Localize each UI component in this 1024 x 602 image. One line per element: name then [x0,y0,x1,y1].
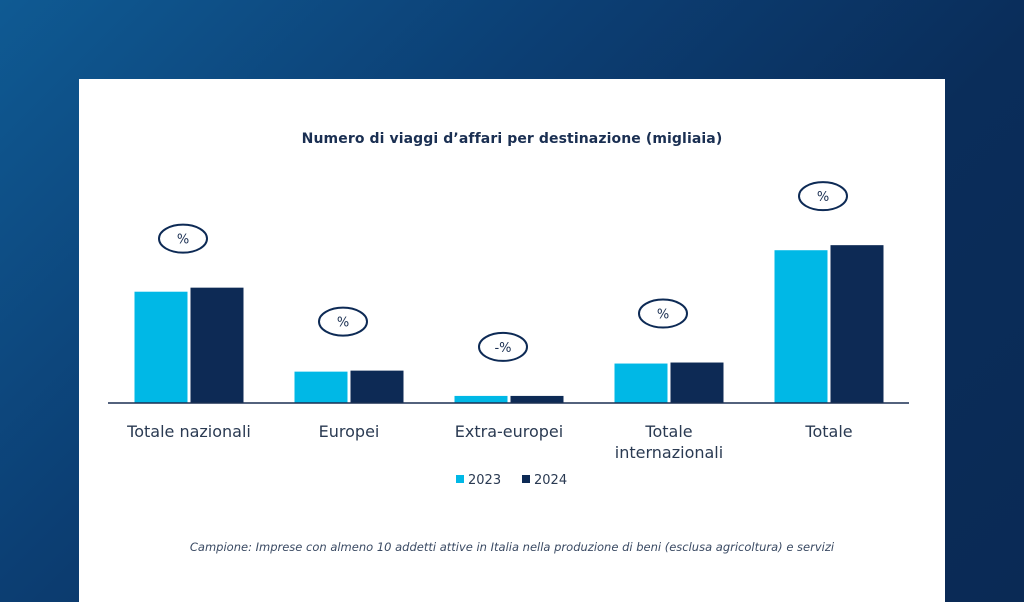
badge-outline [638,298,688,329]
bar-2024-5 [830,245,884,403]
badge-label: % [177,233,189,248]
category-label-4: Totale internazionali [615,422,723,462]
bar-2024-3 [510,395,564,403]
bar-2023-3 [454,395,508,403]
change-badge-4: % [638,298,688,329]
badge-label: % [337,316,349,331]
badge-outline [798,181,848,212]
legend-item-2024: 2024 [522,473,567,488]
badge-outline [478,331,528,362]
change-badge-3: -% [478,331,528,362]
bar-2024-2 [350,370,404,403]
legend-label: 2023 [468,473,501,488]
bar-2023-5 [774,250,828,403]
legend-label: 2024 [534,473,567,488]
badge-label: % [817,190,829,205]
bar-2023-2 [294,371,348,403]
badge-outline [158,223,208,254]
category-label-1: Totale nazionali [126,422,251,441]
legend-swatch [456,475,464,483]
bar-2023-4 [614,363,668,403]
badge-label: % [657,308,669,323]
chart-title: Numero di viaggi d’affari per destinazio… [301,131,723,147]
change-badge-2: % [318,306,368,337]
change-badge-5: % [798,181,848,212]
bar-2023-1 [134,291,188,403]
category-label-2: Europei [319,422,380,441]
legend-swatch [522,475,530,483]
badge-outline [318,306,368,337]
bar-2024-4 [670,362,724,403]
bar-2024-1 [190,287,244,403]
legend-item-2023: 2023 [456,473,501,488]
sample-note: Campione: Imprese con almeno 10 addetti … [189,540,835,554]
change-badge-1: % [158,223,208,254]
badge-label: -% [494,341,511,356]
category-label-3: Extra-europei [455,422,563,441]
category-label-5: Totale [804,422,852,441]
